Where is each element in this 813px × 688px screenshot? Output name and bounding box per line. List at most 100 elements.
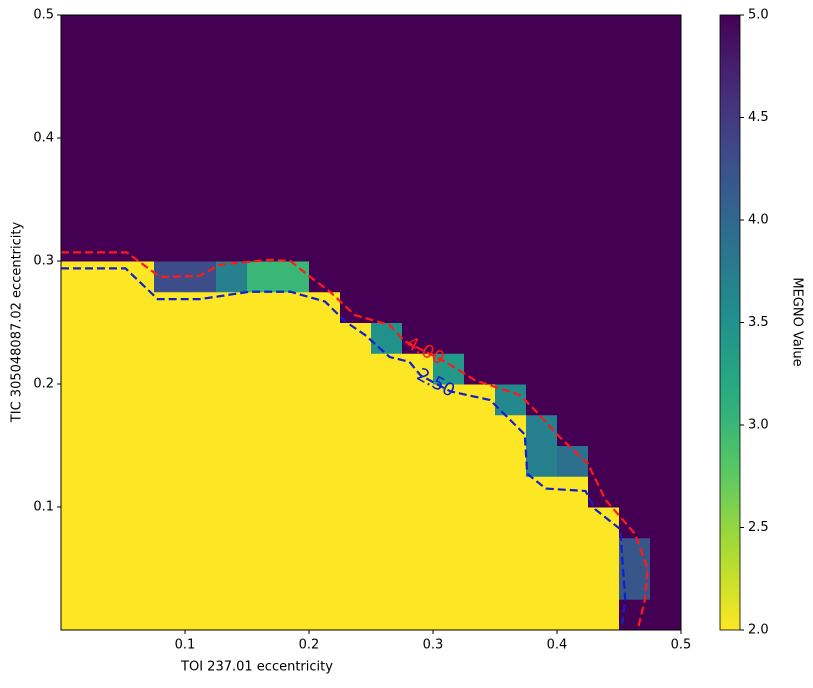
heatmap-cell: [433, 322, 465, 354]
heatmap-cell: [309, 476, 341, 508]
heatmap-cell: [247, 76, 279, 108]
heatmap-cell: [433, 45, 465, 77]
heatmap-cell: [588, 107, 620, 139]
heatmap-cell: [92, 45, 124, 77]
heatmap-cell: [464, 168, 496, 200]
heatmap-cell: [619, 45, 651, 77]
heatmap-cell: [123, 476, 155, 508]
heatmap-cell: [433, 15, 465, 47]
heatmap-cell: [433, 537, 465, 569]
heatmap-cell: [588, 138, 620, 170]
heatmap-cell: [588, 322, 620, 354]
heatmap-cell: [619, 445, 651, 477]
heatmap-cell: [340, 322, 372, 354]
heatmap-cell: [92, 476, 124, 508]
heatmap-cell: [278, 76, 310, 108]
heatmap-cell: [216, 476, 248, 508]
heatmap-cell: [123, 414, 155, 446]
heatmap-cell: [526, 15, 558, 47]
heatmap-cell: [433, 199, 465, 231]
heatmap-cell: [433, 291, 465, 323]
heatmap-cell: [650, 261, 682, 293]
colorbar-tick-label: 3.0: [748, 418, 769, 433]
heatmap-cell: [247, 230, 279, 262]
heatmap-cell: [433, 168, 465, 200]
heatmap-cell: [650, 445, 682, 477]
x-tick-label: 0.5: [671, 638, 692, 653]
heatmap-cell: [309, 107, 341, 139]
heatmap-cell: [278, 15, 310, 47]
heatmap-cell: [495, 476, 527, 508]
heatmap-cell: [278, 107, 310, 139]
heatmap-cell: [402, 138, 434, 170]
colorbar-tick-label: 4.5: [748, 110, 769, 125]
heatmap-cell: [371, 168, 403, 200]
heatmap-cell: [92, 15, 124, 47]
heatmap-cell: [371, 414, 403, 446]
heatmap-cell: [526, 107, 558, 139]
heatmap-cell: [588, 414, 620, 446]
heatmap-cell: [495, 384, 527, 416]
heatmap-cell: [92, 507, 124, 539]
heatmap-cell: [588, 261, 620, 293]
heatmap-cell: [154, 507, 186, 539]
heatmap-cell: [247, 537, 279, 569]
heatmap-cell: [247, 15, 279, 47]
heatmap-cell: [495, 199, 527, 231]
heatmap-cell: [619, 230, 651, 262]
heatmap-cell: [650, 230, 682, 262]
y-tick-label: 0.1: [33, 500, 54, 515]
heatmap-cell: [309, 445, 341, 477]
heatmap-cell: [557, 291, 589, 323]
heatmap-cell: [588, 291, 620, 323]
heatmap-cell: [526, 138, 558, 170]
heatmap-cell: [309, 537, 341, 569]
heatmap-cell: [464, 599, 496, 631]
heatmap-cell: [402, 199, 434, 231]
heatmap-cell: [650, 537, 682, 569]
heatmap-cell: [61, 168, 93, 200]
heatmap-cell: [526, 537, 558, 569]
y-tick-label: 0.4: [33, 131, 54, 146]
heatmap-cell: [154, 291, 186, 323]
heatmap-cell: [154, 353, 186, 385]
heatmap-cell: [123, 599, 155, 631]
heatmap-cell: [619, 599, 651, 631]
heatmap-cell: [464, 507, 496, 539]
heatmap-cell: [278, 476, 310, 508]
heatmap-cell: [216, 230, 248, 262]
heatmap-cell: [278, 45, 310, 77]
heatmap-cell: [92, 445, 124, 477]
heatmap-cell: [340, 261, 372, 293]
heatmap-cell: [526, 168, 558, 200]
heatmap-cell: [216, 384, 248, 416]
heatmap-cell: [619, 384, 651, 416]
x-tick-label: 0.2: [299, 638, 320, 653]
heatmap-cell: [371, 138, 403, 170]
heatmap-cell: [92, 568, 124, 600]
heatmap-cell: [92, 414, 124, 446]
heatmap-cell: [557, 322, 589, 354]
heatmap-cell: [185, 353, 217, 385]
heatmap-cell: [247, 138, 279, 170]
heatmap-cell: [526, 384, 558, 416]
heatmap-cell: [371, 599, 403, 631]
heatmap-cell: [464, 291, 496, 323]
heatmap-cell: [154, 599, 186, 631]
heatmap-cell: [278, 230, 310, 262]
heatmap-cell: [123, 199, 155, 231]
plot-frame: [60, 14, 682, 631]
heatmap-cell: [650, 107, 682, 139]
heatmap-cell: [371, 507, 403, 539]
heatmap-cell: [216, 199, 248, 231]
heatmap-cell: [216, 138, 248, 170]
heatmap-cell: [278, 568, 310, 600]
heatmap-cell: [433, 414, 465, 446]
heatmap-cell: [123, 568, 155, 600]
heatmap-cell: [557, 445, 589, 477]
heatmap-cell: [185, 322, 217, 354]
heatmap-cell: [247, 507, 279, 539]
heatmap-cell: [619, 138, 651, 170]
heatmap-cell: [123, 230, 155, 262]
heatmap-cell: [154, 476, 186, 508]
